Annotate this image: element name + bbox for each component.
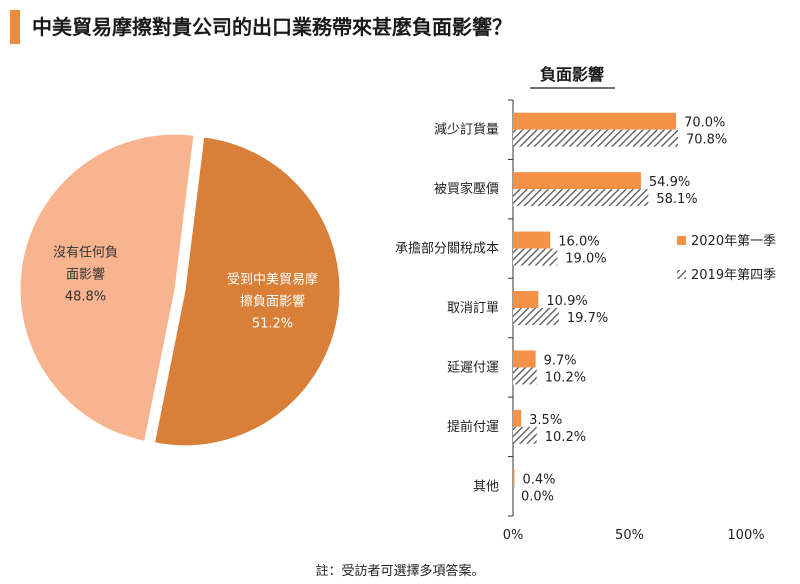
bar-value-label: 0.0% [521,489,554,504]
bar-2019q4 [513,426,537,444]
bar-2020q1 [513,409,522,427]
pie-slice-label: 擦負面影響 [240,294,305,310]
bar-value-label: 10.9% [546,294,587,309]
bar-2020q1 [513,172,641,190]
legend-label: 2019年第四季 [691,268,776,283]
x-tick-label: 100% [727,528,764,543]
category-label: 其他 [473,479,499,494]
bar-value-label: 0.4% [523,472,556,487]
footnote: 註：受訪者可選擇多項答案。 [315,564,485,579]
category-label: 提前付運 [447,419,499,435]
pie-slice-label: 面影響 [66,266,105,282]
pie-slice-percent: 51.2% [252,317,293,332]
pie-slice-percent: 48.8% [65,289,106,304]
legend-swatch [677,270,686,279]
bar-2019q4 [513,248,558,266]
bar-value-label: 10.2% [545,430,586,445]
legend-swatch [677,236,686,245]
page-title: 中美貿易摩擦對貴公司的出口業務帶來甚麼負面影響？ [32,15,512,39]
category-label: 承擔部分關稅成本 [395,242,499,257]
legend-label: 2020年第一季 [691,234,776,249]
category-label: 被買家壓價 [434,181,499,197]
bar-2019q4 [513,308,559,325]
bar-value-label: 19.7% [567,311,608,326]
bar-2020q1 [513,350,536,368]
pie-slice-1 [153,136,341,447]
bar-value-label: 54.9% [649,175,690,190]
pie-slice-label: 受到中美貿易摩 [227,272,318,288]
title-accent-bar [10,10,20,44]
bar-2019q4 [513,367,537,385]
pie-slice-label: 沒有任何負 [53,244,118,260]
category-label: 減少訂貨量 [434,122,499,138]
bar-value-label: 58.1% [656,192,697,207]
category-label: 延遲付運 [447,360,499,375]
bar-value-label: 70.8% [686,133,727,148]
bar-2019q4 [513,189,649,207]
bar-chart-title: 負面影響 [540,65,604,84]
bar-value-label: 19.0% [565,252,606,267]
bar-value-label: 10.2% [545,370,586,385]
bar-2020q1 [513,112,677,130]
x-tick-label: 0% [503,528,524,543]
category-label: 取消訂單 [447,300,499,316]
bar-value-label: 9.7% [544,353,577,368]
bar-2020q1 [513,231,551,249]
bar-2020q1 [513,291,539,308]
x-tick-label: 50% [615,528,644,543]
bar-value-label: 70.0% [684,116,725,131]
bar-2020q1 [513,469,515,487]
bar-2019q4 [513,129,678,147]
bar-value-label: 3.5% [529,413,562,428]
bar-value-label: 16.0% [558,235,599,250]
pie-slice-0 [19,133,195,442]
